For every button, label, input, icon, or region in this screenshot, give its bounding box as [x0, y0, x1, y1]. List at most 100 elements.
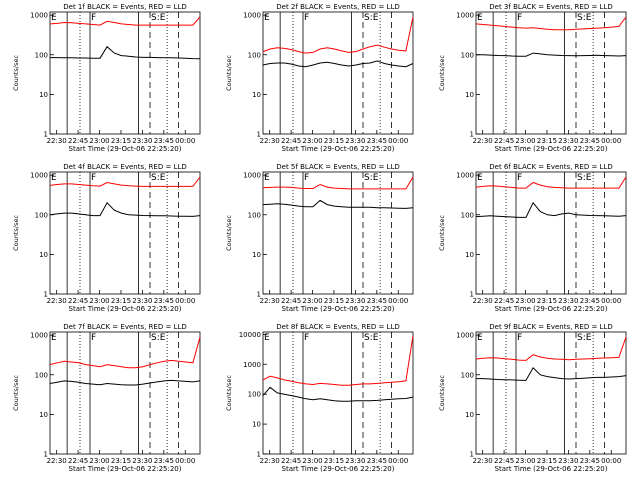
y-tick-label: 10	[252, 91, 261, 99]
y-tick-label: 1000	[30, 12, 48, 20]
x-tick-label: 22:30	[473, 457, 493, 465]
y-axis-label: Counts/sec	[225, 55, 233, 91]
x-tick-label: 23:45	[580, 457, 600, 465]
x-tick-label: 23:00	[89, 137, 109, 145]
marker-label-se: S:E	[151, 333, 166, 343]
y-tick-label: 1	[257, 131, 261, 139]
y-tick-label: 100	[35, 371, 48, 379]
y-tick-label: 100	[461, 51, 474, 59]
x-tick-label: 22:30	[260, 297, 280, 305]
y-tick-label: 1000	[456, 12, 474, 20]
series-events	[262, 386, 414, 402]
series-events	[262, 199, 414, 209]
x-tick-label: 22:30	[47, 137, 67, 145]
y-axis-label: Counts/sec	[438, 55, 446, 91]
marker-label-e: E	[264, 333, 270, 343]
y-axis-label: Counts/sec	[12, 375, 20, 411]
marker-label-f: F	[91, 173, 96, 183]
x-tick-label: 23:00	[89, 297, 109, 305]
y-tick-label: 1	[470, 451, 474, 459]
marker-label-se: S:E	[364, 333, 379, 343]
x-tick-label: 22:45	[494, 137, 514, 145]
marker-label-se: S:E	[577, 333, 592, 343]
marker-label-se: S:E	[577, 173, 592, 183]
plot-frame	[475, 171, 627, 295]
y-tick-label: 1	[44, 131, 48, 139]
x-tick-label: 23:30	[345, 137, 365, 145]
x-axis-label: Start Time (29-Oct-06 22:25:20)	[282, 305, 395, 313]
x-axis-label: Start Time (29-Oct-06 22:25:20)	[495, 465, 608, 473]
plot-frame	[262, 171, 414, 295]
panel-8: Det 8f BLACK = Events, RED = LLD 1 10 100 10…	[225, 323, 414, 473]
x-tick-label: 23:15	[537, 137, 557, 145]
x-tick-label: 00:00	[388, 457, 408, 465]
y-tick-label: 1000	[456, 172, 474, 180]
x-tick-label: 23:00	[302, 457, 322, 465]
y-tick-label: 1000	[456, 332, 474, 340]
y-axis-label: Counts/sec	[12, 215, 20, 251]
x-tick-label: 22:45	[68, 457, 88, 465]
y-tick-label: 10000	[239, 331, 261, 339]
series-lld	[49, 176, 201, 187]
marker-label-e: E	[264, 173, 270, 183]
series-events	[50, 45, 201, 60]
panel-title: Det 2f BLACK = Events, RED = LLD	[276, 3, 399, 11]
marker-label-e: E	[264, 13, 270, 23]
y-tick-label: 1	[44, 291, 48, 299]
series-lld	[49, 336, 201, 369]
x-tick-label: 00:00	[601, 457, 621, 465]
x-tick-label: 23:45	[154, 457, 174, 465]
x-axis-label: Start Time (29-Oct-06 22:25:20)	[69, 145, 182, 153]
x-tick-label: 23:15	[537, 457, 557, 465]
series-lld	[262, 335, 414, 386]
y-axis-label: Counts/sec	[12, 55, 20, 91]
marker-label-se: S:E	[151, 13, 166, 23]
marker-label-e: E	[477, 13, 483, 23]
panel-title: Det 6f BLACK = Events, RED = LLD	[489, 163, 612, 171]
marker-label-f: F	[91, 333, 96, 343]
marker-label-se: S:E	[364, 173, 379, 183]
panel-4: Det 4f BLACK = Events, RED = LLD 1 10 100 10…	[12, 163, 201, 313]
x-tick-label: 00:00	[601, 137, 621, 145]
x-tick-label: 22:45	[68, 297, 88, 305]
x-tick-label: 22:30	[473, 137, 493, 145]
panel-title: Det 3f BLACK = Events, RED = LLD	[489, 3, 612, 11]
plot-frame	[262, 331, 414, 455]
x-tick-label: 23:45	[367, 457, 387, 465]
x-tick-label: 00:00	[175, 137, 195, 145]
x-tick-label: 23:30	[558, 457, 578, 465]
x-tick-label: 23:45	[367, 297, 387, 305]
x-tick-label: 23:30	[558, 297, 578, 305]
panel-5: Det 5f BLACK = Events, RED = LLD 1 10 100 10…	[225, 163, 414, 313]
x-tick-label: 23:45	[580, 297, 600, 305]
x-axis-label: Start Time (29-Oct-06 22:25:20)	[69, 465, 182, 473]
plot-frame	[49, 171, 201, 295]
x-tick-label: 00:00	[175, 457, 195, 465]
y-tick-label: 100	[248, 51, 261, 59]
marker-label-f: F	[304, 13, 309, 23]
x-tick-label: 23:15	[111, 137, 131, 145]
x-tick-label: 22:45	[281, 457, 301, 465]
marker-label-f: F	[517, 173, 522, 183]
x-tick-label: 22:30	[260, 457, 280, 465]
y-tick-label: 1000	[30, 332, 48, 340]
x-tick-label: 23:00	[515, 457, 535, 465]
y-tick-label: 10	[465, 251, 474, 259]
plot-frame	[262, 11, 414, 135]
x-axis-label: Start Time (29-Oct-06 22:25:20)	[495, 145, 608, 153]
x-tick-label: 23:00	[515, 137, 535, 145]
x-tick-label: 22:30	[473, 297, 493, 305]
x-tick-label: 23:30	[345, 457, 365, 465]
x-tick-label: 22:45	[494, 297, 514, 305]
marker-label-e: E	[51, 333, 57, 343]
x-tick-label: 23:00	[302, 137, 322, 145]
y-tick-label: 1	[44, 451, 48, 459]
marker-label-f: F	[304, 333, 309, 343]
x-tick-label: 23:45	[154, 297, 174, 305]
y-tick-label: 1	[257, 451, 261, 459]
x-tick-label: 22:45	[281, 297, 301, 305]
series-events	[475, 201, 627, 218]
x-tick-label: 22:45	[494, 457, 514, 465]
panel-title: Det 1f BLACK = Events, RED = LLD	[63, 3, 186, 11]
y-tick-label: 100	[35, 211, 48, 219]
